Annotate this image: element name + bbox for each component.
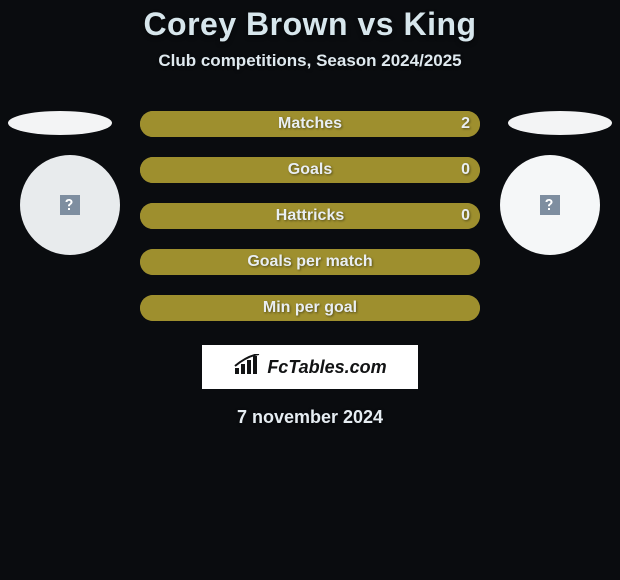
subtitle: Club competitions, Season 2024/2025 — [0, 51, 620, 71]
stats-area: Matches 2 Goals 0 Hattricks 0 Goals per match M… — [0, 111, 620, 341]
stat-bar-value-right: 0 — [461, 207, 470, 225]
player-right-avatar — [500, 155, 600, 255]
question-mark-icon — [60, 195, 80, 215]
stat-bar-label: Goals per match — [247, 253, 372, 271]
question-mark-icon — [540, 195, 560, 215]
page-title: Corey Brown vs King — [0, 6, 620, 43]
bars-chart-icon — [233, 354, 261, 381]
date-text: 7 november 2024 — [0, 407, 620, 428]
stat-bar-value-right: 0 — [461, 161, 470, 179]
player-left-avatar — [20, 155, 120, 255]
stat-bar: Min per goal — [140, 295, 480, 321]
player-left-shadow-ellipse — [8, 111, 112, 135]
stat-bar-value-right: 2 — [461, 115, 470, 133]
stat-bar: Matches 2 — [140, 111, 480, 137]
logo-box: FcTables.com — [202, 345, 418, 389]
stat-bars: Matches 2 Goals 0 Hattricks 0 Goals per match M… — [140, 111, 480, 341]
player-right-shadow-ellipse — [508, 111, 612, 135]
stat-bar-label: Min per goal — [263, 299, 357, 317]
stat-bar-label: Matches — [278, 115, 342, 133]
stat-bar: Goals per match — [140, 249, 480, 275]
stat-bar-label: Goals — [288, 161, 332, 179]
logo-text: FcTables.com — [267, 357, 386, 378]
stat-bar-label: Hattricks — [276, 207, 344, 225]
stat-bar: Hattricks 0 — [140, 203, 480, 229]
stat-bar: Goals 0 — [140, 157, 480, 183]
content-root: Corey Brown vs King Club competitions, S… — [0, 0, 620, 580]
